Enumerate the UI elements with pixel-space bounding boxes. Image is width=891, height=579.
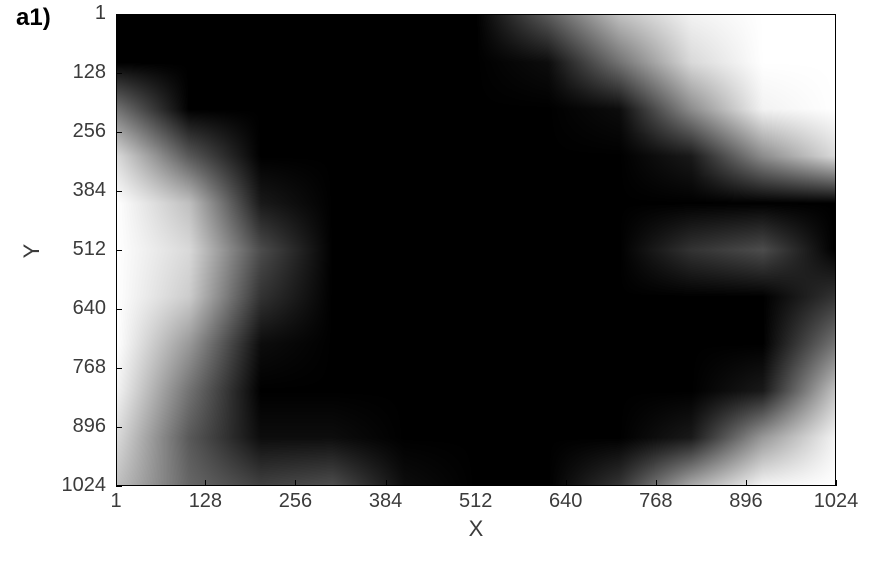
x-tick-label: 640 (536, 490, 596, 513)
y-tick-label: 640 (46, 297, 106, 320)
y-tick (116, 73, 122, 74)
y-tick (116, 250, 122, 251)
x-axis-label: X (456, 516, 496, 542)
x-tick-label: 512 (446, 490, 506, 513)
x-tick-label: 896 (716, 490, 776, 513)
y-tick-label: 896 (46, 415, 106, 438)
y-tick-label: 256 (46, 120, 106, 143)
y-tick-label: 128 (46, 61, 106, 84)
heatmap-axes (116, 14, 836, 486)
y-axis-label: Y (19, 231, 45, 271)
x-tick-label: 1024 (806, 490, 866, 513)
x-tick (295, 480, 296, 486)
y-tick-label: 1 (46, 2, 106, 25)
y-tick (116, 309, 122, 310)
figure: a1) 112825638451264076889610241128256384… (0, 0, 891, 579)
y-tick (116, 14, 122, 15)
y-tick (116, 427, 122, 428)
y-tick (116, 191, 122, 192)
heatmap-canvas (117, 15, 835, 485)
x-tick (386, 480, 387, 486)
y-tick (116, 368, 122, 369)
y-tick-label: 512 (46, 238, 106, 261)
x-tick-label: 128 (175, 490, 235, 513)
x-tick-label: 256 (265, 490, 325, 513)
x-tick (205, 480, 206, 486)
y-tick-label: 768 (46, 356, 106, 379)
x-tick (836, 480, 837, 486)
y-tick (116, 132, 122, 133)
x-tick (566, 480, 567, 486)
y-tick-label: 1024 (46, 474, 106, 497)
y-tick-label: 384 (46, 179, 106, 202)
y-tick (116, 486, 122, 487)
x-tick (476, 480, 477, 486)
x-tick-label: 768 (626, 490, 686, 513)
x-tick-label: 384 (356, 490, 416, 513)
x-tick (656, 480, 657, 486)
x-tick (746, 480, 747, 486)
